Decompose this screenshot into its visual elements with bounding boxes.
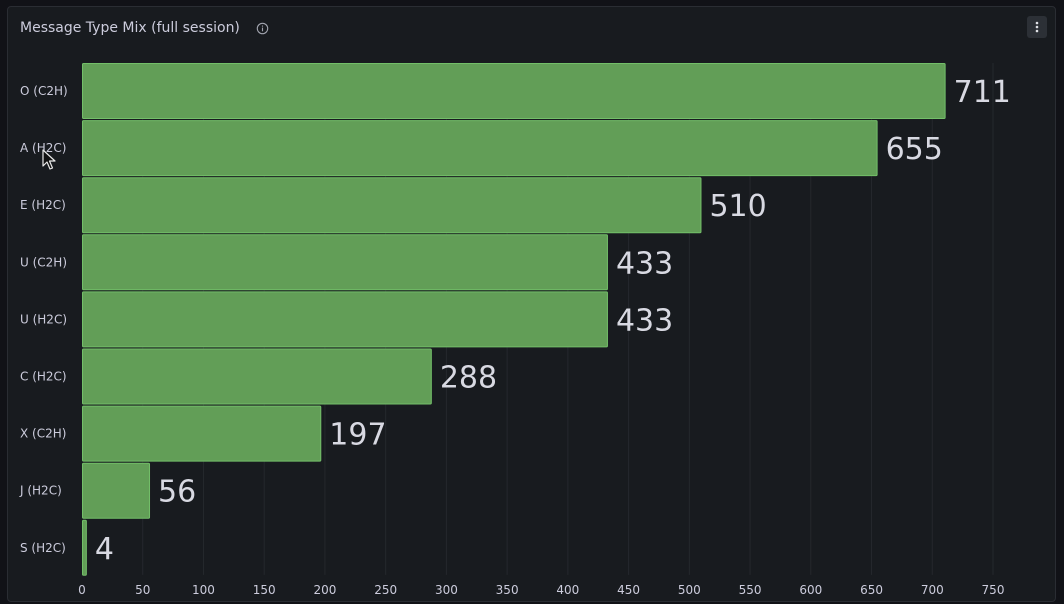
panel-header: Message Type Mix (full session) [20,18,269,38]
data-label: 433 [616,303,673,338]
category-label: J (H2C) [19,484,62,498]
category-label: C (H2C) [20,370,67,384]
category-label: X (C2H) [20,427,66,441]
x-tick-label: 500 [678,583,701,597]
bar [82,519,87,576]
bar [82,177,702,234]
data-label: 288 [440,361,497,396]
x-tick-label: 300 [435,583,458,597]
data-label: 4 [95,532,114,567]
x-tick-label: 50 [135,583,150,597]
x-tick-label: 600 [799,583,822,597]
data-label: 56 [158,475,196,510]
data-label: 655 [886,132,943,167]
x-tick-label: 400 [556,583,579,597]
data-label: 510 [709,189,766,224]
x-tick-label: 100 [192,583,215,597]
category-label: U (H2C) [20,312,67,326]
data-label: 711 [954,75,1011,110]
category-label: U (C2H) [20,255,67,269]
bar [82,120,878,177]
x-tick-label: 750 [982,583,1005,597]
info-icon[interactable] [256,22,269,35]
x-tick-label: 0 [78,583,86,597]
bar [82,462,151,519]
bar [82,405,322,462]
bar [82,63,946,119]
data-label: 433 [616,246,673,281]
bar [82,348,432,405]
x-tick-label: 250 [374,583,397,597]
x-tick-label: 200 [313,583,336,597]
bar [82,291,608,348]
x-tick-label: 150 [253,583,276,597]
panel-title: Message Type Mix (full session) [20,20,240,36]
x-tick-label: 350 [496,583,519,597]
vertical-ellipsis-icon [1035,21,1039,33]
x-tick-label: 450 [617,583,640,597]
category-label: S (H2C) [20,541,66,555]
category-label: E (H2C) [20,198,66,212]
panel-menu-button[interactable] [1027,16,1047,38]
data-label: 197 [329,418,386,453]
x-tick-label: 650 [860,583,883,597]
category-label: A (H2C) [20,141,66,155]
x-tick-label: 700 [921,583,944,597]
category-label: O (C2H) [20,84,68,98]
x-tick-label: 550 [739,583,762,597]
bar [82,234,608,291]
